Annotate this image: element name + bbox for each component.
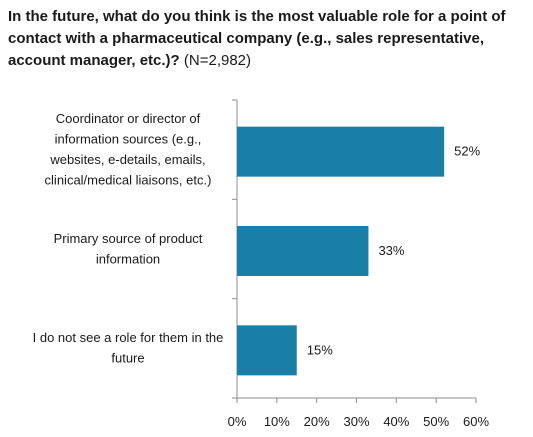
- bar: [237, 226, 369, 276]
- chart-title: In the future, what do you think is the …: [8, 6, 528, 72]
- x-tick-label: 30%: [343, 414, 369, 429]
- chart-labels: 0% 10% 20% 30% 40% 50% 60% 52% Coordinator or di…: [33, 111, 490, 429]
- x-tick-label: 0%: [228, 414, 247, 429]
- chart-bars: [237, 126, 445, 376]
- data-label: 52%: [454, 144, 480, 159]
- x-tick-label: 20%: [304, 414, 330, 429]
- bar: [237, 325, 297, 376]
- category-label: Coordinator or director of information so…: [45, 111, 212, 188]
- bar: [237, 126, 445, 177]
- category-label: I do not see a role for them in the futur…: [33, 330, 224, 366]
- data-label: 33%: [378, 243, 404, 258]
- x-tick-label: 60%: [463, 414, 489, 429]
- data-label: 15%: [307, 342, 333, 357]
- x-tick-label: 40%: [383, 414, 409, 429]
- x-tick-label: 50%: [423, 414, 449, 429]
- category-label: Primary source of product information: [54, 231, 203, 267]
- chart-sample-size: (N=2,982): [183, 52, 252, 69]
- x-tick-label: 10%: [264, 414, 290, 429]
- chart-question: In the future, what do you think is the …: [8, 8, 506, 69]
